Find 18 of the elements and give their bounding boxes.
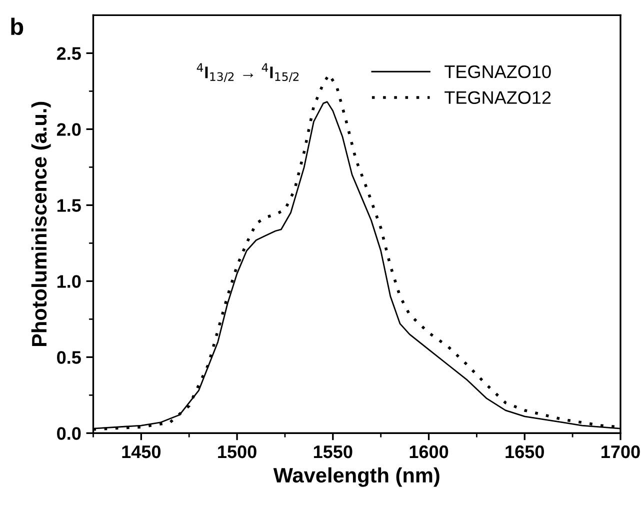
- x-tick-label: 1700: [602, 445, 640, 458]
- y-tick-label: 1.0: [57, 275, 81, 288]
- x-tick-label: 1550: [314, 445, 352, 458]
- y-tick-label: 0.0: [57, 427, 81, 440]
- y-tick-label: 2.5: [56, 47, 81, 60]
- legend-label: TEGNAZO12: [444, 91, 551, 104]
- y-axis-title: Photoluminiscence (a.u.): [31, 102, 51, 346]
- y-tick-label: 2.0: [56, 123, 81, 136]
- y-tick-label: 1.5: [57, 199, 81, 212]
- x-axis-title: Wavelength (nm): [273, 467, 440, 487]
- text: b: [11, 18, 24, 36]
- legend-label: TEGNAZO10: [444, 65, 551, 78]
- x-tick-label: 1600: [410, 445, 448, 458]
- annotation: $^{4}$I$_{13/2}$ → $^{4}$I$_{15/2}$: [196, 63, 299, 82]
- x-tick-label: 1500: [218, 445, 256, 458]
- x-tick-label: 1650: [506, 445, 544, 458]
- y-tick-label: 0.5: [57, 351, 81, 364]
- x-tick-label: 1450: [122, 445, 161, 458]
